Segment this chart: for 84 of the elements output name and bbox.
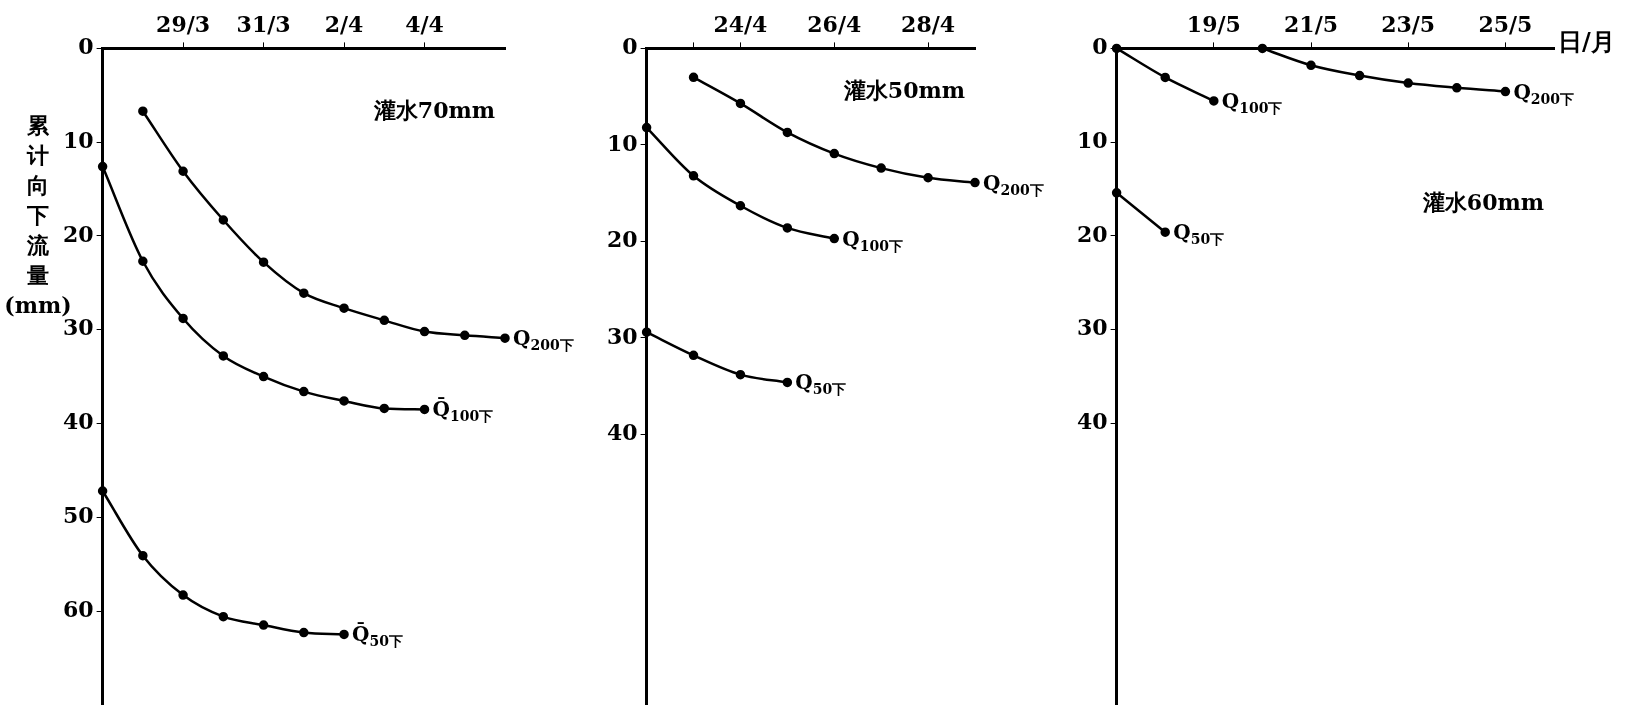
point bbox=[178, 313, 188, 324]
point bbox=[97, 161, 108, 172]
y-tick-label: 20 bbox=[606, 226, 638, 253]
point bbox=[782, 223, 793, 233]
point bbox=[782, 127, 793, 138]
x-tick-label: 21/5 bbox=[1284, 10, 1338, 37]
point bbox=[138, 256, 148, 267]
point bbox=[782, 377, 793, 388]
y-tick-label: 10 bbox=[606, 129, 638, 156]
x-tick-label: 19/5 bbox=[1186, 10, 1241, 37]
x-tick-label: 25/5 bbox=[1478, 10, 1533, 37]
point bbox=[379, 315, 390, 326]
point bbox=[1209, 96, 1219, 106]
x-tick-label: 24/4 bbox=[713, 10, 768, 37]
point bbox=[339, 629, 349, 640]
point bbox=[1111, 43, 1122, 54]
x-tick-label: 31/3 bbox=[236, 10, 291, 37]
point bbox=[178, 590, 188, 600]
y-tick-label: 30 bbox=[1076, 314, 1108, 341]
point bbox=[1354, 70, 1365, 81]
y-tick-label: 40 bbox=[606, 419, 638, 446]
x-tick-label: 28/4 bbox=[901, 10, 956, 37]
y-tick-label: 40 bbox=[62, 408, 94, 435]
point bbox=[1160, 227, 1170, 237]
point bbox=[688, 350, 699, 361]
point bbox=[339, 396, 349, 406]
x-tick-label: 23/5 bbox=[1381, 10, 1436, 37]
x-tick-label: 2/4 bbox=[324, 10, 364, 37]
point bbox=[641, 122, 652, 133]
y-tick-label: 0 bbox=[1092, 33, 1108, 60]
y-tick-label: 50 bbox=[62, 501, 94, 528]
point bbox=[735, 369, 746, 380]
point bbox=[641, 327, 652, 337]
annotation: 灌水70mm bbox=[372, 96, 495, 123]
y-tick-label: 20 bbox=[1076, 220, 1108, 247]
point bbox=[178, 166, 188, 176]
y-tick-label: 20 bbox=[62, 220, 94, 247]
y-tick-label: 0 bbox=[78, 33, 94, 60]
point bbox=[1403, 78, 1413, 88]
point bbox=[419, 326, 430, 337]
point bbox=[735, 98, 746, 109]
point bbox=[923, 173, 933, 183]
point bbox=[1160, 72, 1170, 83]
point bbox=[218, 351, 229, 361]
point bbox=[688, 72, 699, 83]
x-tick-label: 4/4 bbox=[405, 10, 444, 37]
point bbox=[258, 371, 269, 382]
point bbox=[138, 106, 148, 116]
point bbox=[419, 404, 430, 415]
point bbox=[1257, 43, 1268, 54]
point bbox=[299, 627, 309, 638]
y-tick-label: 10 bbox=[1076, 126, 1108, 153]
x-tick-label: 26/4 bbox=[807, 10, 862, 37]
annotation: 灌水50mm bbox=[842, 77, 965, 104]
point bbox=[218, 611, 229, 622]
annotation: 灌水60mm bbox=[1421, 188, 1544, 215]
y-tick-label: 40 bbox=[1076, 408, 1108, 435]
y-tick-label: 30 bbox=[606, 322, 638, 349]
point bbox=[339, 303, 349, 313]
point bbox=[688, 171, 699, 181]
point bbox=[460, 330, 470, 341]
point bbox=[218, 215, 229, 225]
point bbox=[299, 288, 309, 298]
x-tick-label: 29/3 bbox=[156, 10, 211, 37]
point bbox=[97, 486, 108, 496]
point bbox=[1306, 60, 1316, 71]
point bbox=[379, 403, 390, 414]
y-tick-label: 10 bbox=[62, 126, 94, 153]
point bbox=[1500, 86, 1511, 97]
y-tick-label: 60 bbox=[62, 595, 94, 622]
y-tick-label: 0 bbox=[622, 33, 638, 60]
point bbox=[500, 333, 510, 343]
point bbox=[258, 620, 269, 630]
point bbox=[138, 550, 148, 561]
point bbox=[258, 257, 269, 267]
point bbox=[829, 148, 840, 159]
point bbox=[299, 386, 309, 397]
point bbox=[829, 233, 840, 244]
point bbox=[970, 177, 980, 188]
x-axis-title: 日/月 bbox=[1558, 27, 1615, 57]
point bbox=[735, 200, 746, 211]
point bbox=[876, 163, 886, 173]
point bbox=[1452, 83, 1462, 93]
point bbox=[1111, 188, 1122, 198]
